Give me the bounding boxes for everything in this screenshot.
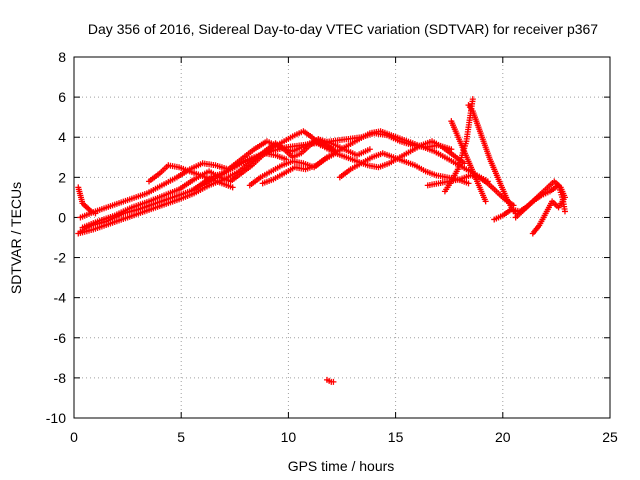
axis-ticks xyxy=(73,56,611,419)
y-tick-label: 2 xyxy=(58,169,66,185)
y-tick-label: 4 xyxy=(58,129,66,145)
x-tick-label: 10 xyxy=(281,429,297,445)
x-tick-label: 20 xyxy=(495,429,511,445)
data-point xyxy=(482,198,489,205)
data-points xyxy=(75,96,568,385)
data-point xyxy=(366,146,373,153)
y-tick-label: 6 xyxy=(58,89,66,105)
data-point xyxy=(330,378,337,385)
y-axis-label: SDTVAR / TECUs xyxy=(8,182,24,294)
y-tick-label: -4 xyxy=(54,290,67,306)
data-point xyxy=(229,184,236,191)
x-tick-label: 0 xyxy=(70,429,78,445)
data-point xyxy=(465,180,472,187)
data-point xyxy=(92,210,99,217)
gridlines xyxy=(74,57,610,418)
data-point xyxy=(561,208,568,215)
x-axis-label: GPS time / hours xyxy=(288,458,395,474)
data-point xyxy=(461,160,468,167)
data-point xyxy=(529,230,536,237)
y-tick-label: -6 xyxy=(54,330,67,346)
plot-area-frame xyxy=(73,56,611,419)
y-tick-label: -10 xyxy=(46,410,66,426)
y-tick-label: 0 xyxy=(58,209,66,225)
data-point xyxy=(441,188,448,195)
x-tick-label: 25 xyxy=(602,429,618,445)
x-tick-label: 15 xyxy=(388,429,404,445)
y-tick-labels: -10 -8 -6 -4 -2 0 2 4 6 8 xyxy=(46,49,66,426)
x-tick-label: 5 xyxy=(177,429,185,445)
chart-title: Day 356 of 2016, Sidereal Day-to-day VTE… xyxy=(88,21,598,37)
x-tick-labels: 0 5 10 15 20 25 xyxy=(70,429,618,445)
y-tick-label: -8 xyxy=(54,370,67,386)
y-tick-label: 8 xyxy=(58,49,66,65)
y-tick-label: -2 xyxy=(54,250,67,266)
